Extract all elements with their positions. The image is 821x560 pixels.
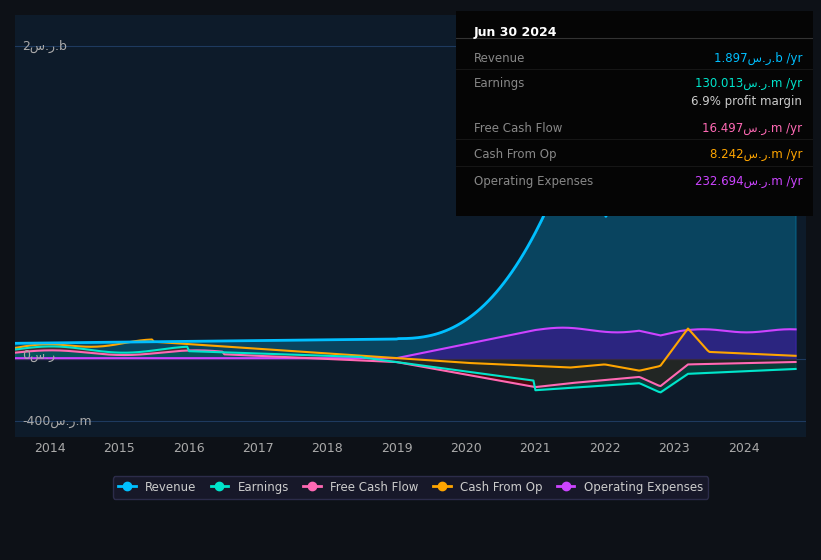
- Text: Earnings: Earnings: [474, 77, 525, 90]
- Text: Jun 30 2024: Jun 30 2024: [474, 26, 557, 39]
- Text: 2س.ر.b: 2س.ر.b: [22, 40, 67, 53]
- Text: 6.9% profit margin: 6.9% profit margin: [691, 95, 802, 108]
- Text: 232.694س.ر.m /yr: 232.694س.ر.m /yr: [695, 175, 802, 188]
- Text: -400س.ر.m: -400س.ر.m: [22, 415, 92, 428]
- Text: 16.497س.ر.m /yr: 16.497س.ر.m /yr: [702, 122, 802, 134]
- Text: Free Cash Flow: Free Cash Flow: [474, 122, 562, 134]
- Text: Cash From Op: Cash From Op: [474, 148, 556, 161]
- Text: 1.897س.ر.b /yr: 1.897س.ر.b /yr: [713, 52, 802, 65]
- Legend: Revenue, Earnings, Free Cash Flow, Cash From Op, Operating Expenses: Revenue, Earnings, Free Cash Flow, Cash …: [113, 477, 708, 499]
- Text: 130.013س.ر.m /yr: 130.013س.ر.m /yr: [695, 77, 802, 90]
- Text: Revenue: Revenue: [474, 52, 525, 65]
- Text: 8.242س.ر.m /yr: 8.242س.ر.m /yr: [709, 148, 802, 161]
- Text: 0س.ر: 0س.ر: [22, 349, 55, 362]
- Text: Operating Expenses: Operating Expenses: [474, 175, 593, 188]
